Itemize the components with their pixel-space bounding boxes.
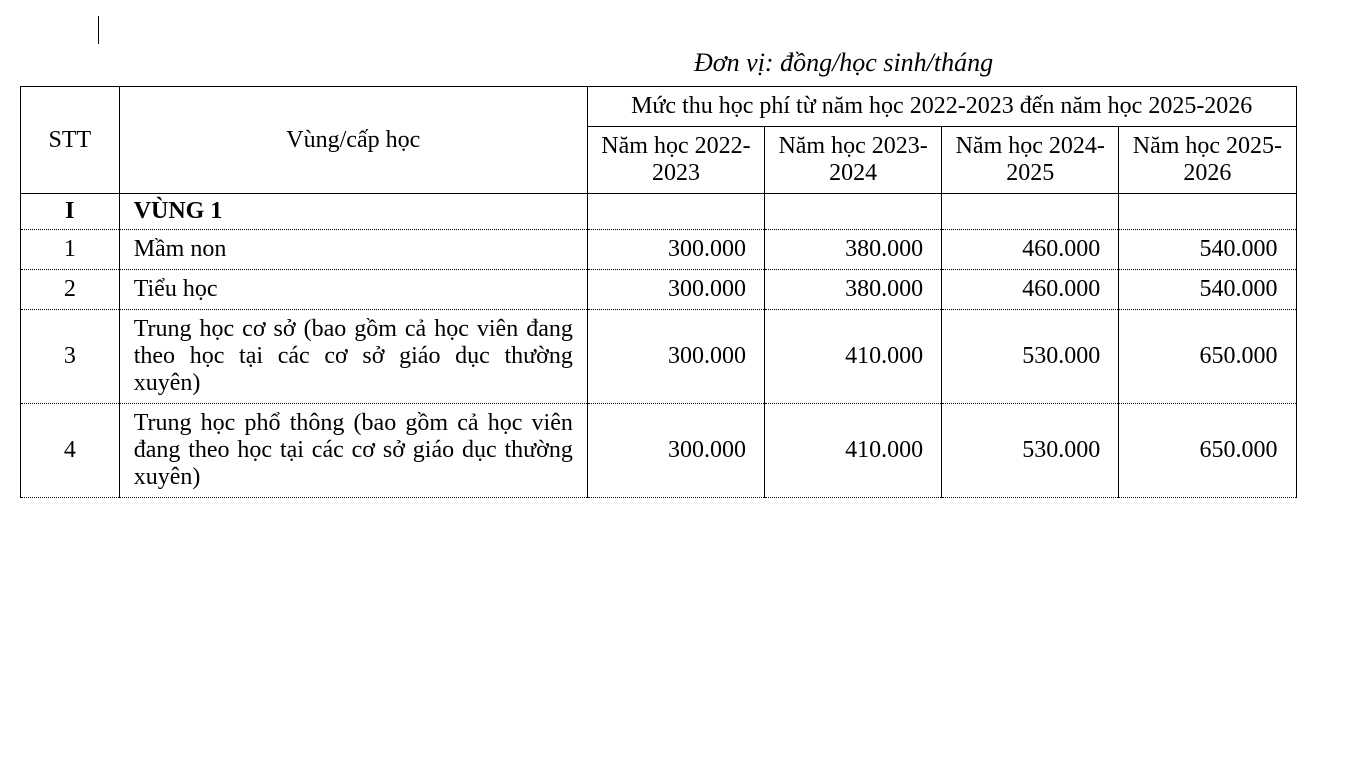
table-row: 3 Trung học cơ sở (bao gồm cả học viên đ… — [21, 310, 1297, 404]
section-stt: I — [21, 194, 120, 230]
row-value: 650.000 — [1119, 404, 1296, 498]
row-value: 540.000 — [1119, 230, 1296, 270]
table-row: 4 Trung học phổ thông (bao gồm cả học vi… — [21, 404, 1297, 498]
row-name: Trung học phổ thông (bao gồm cả học viên… — [119, 404, 587, 498]
col-header-stt: STT — [21, 87, 120, 194]
row-value: 460.000 — [942, 270, 1119, 310]
row-stt: 2 — [21, 270, 120, 310]
section-name: VÙNG 1 — [119, 194, 587, 230]
row-value: 650.000 — [1119, 310, 1296, 404]
row-value: 410.000 — [765, 404, 942, 498]
row-value: 530.000 — [942, 404, 1119, 498]
row-value: 530.000 — [942, 310, 1119, 404]
col-header-year-4: Năm học 2025-2026 — [1119, 127, 1296, 194]
section-empty — [587, 194, 764, 230]
row-name: Trung học cơ sở (bao gồm cả học viên đan… — [119, 310, 587, 404]
row-value: 540.000 — [1119, 270, 1296, 310]
section-row: I VÙNG 1 — [21, 194, 1297, 230]
table-row: 2 Tiểu học 300.000 380.000 460.000 540.0… — [21, 270, 1297, 310]
row-stt: 3 — [21, 310, 120, 404]
row-value: 300.000 — [587, 270, 764, 310]
row-value: 410.000 — [765, 310, 942, 404]
row-value: 300.000 — [587, 230, 764, 270]
row-value: 300.000 — [587, 404, 764, 498]
col-header-name: Vùng/cấp học — [119, 87, 587, 194]
page-top-border-fragment — [98, 16, 1332, 44]
row-stt: 1 — [21, 230, 120, 270]
section-empty — [765, 194, 942, 230]
col-header-year-2: Năm học 2023-2024 — [765, 127, 942, 194]
row-value: 460.000 — [942, 230, 1119, 270]
row-name: Mầm non — [119, 230, 587, 270]
unit-label: Đơn vị: đồng/học sinh/tháng — [694, 48, 1332, 78]
row-name: Tiểu học — [119, 270, 587, 310]
row-value: 380.000 — [765, 270, 942, 310]
section-empty — [1119, 194, 1296, 230]
col-header-year-3: Năm học 2024-2025 — [942, 127, 1119, 194]
tuition-table: STT Vùng/cấp học Mức thu học phí từ năm … — [20, 86, 1297, 498]
col-header-year-1: Năm học 2022-2023 — [587, 127, 764, 194]
row-value: 380.000 — [765, 230, 942, 270]
section-empty — [942, 194, 1119, 230]
col-header-group: Mức thu học phí từ năm học 2022-2023 đến… — [587, 87, 1296, 127]
row-value: 300.000 — [587, 310, 764, 404]
table-row: 1 Mầm non 300.000 380.000 460.000 540.00… — [21, 230, 1297, 270]
row-stt: 4 — [21, 404, 120, 498]
